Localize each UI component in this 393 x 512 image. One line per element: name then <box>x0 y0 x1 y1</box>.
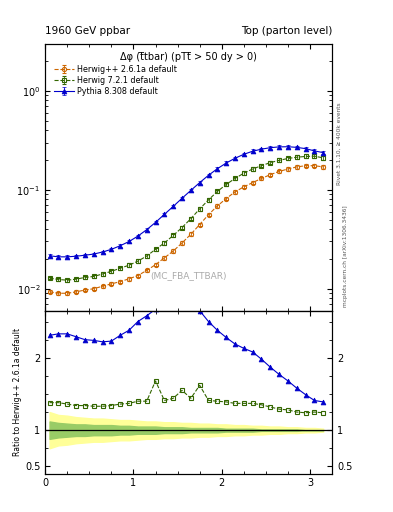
Text: Rivet 3.1.10, ≥ 400k events: Rivet 3.1.10, ≥ 400k events <box>337 102 342 185</box>
Text: 1960 GeV ppbar: 1960 GeV ppbar <box>45 26 130 36</box>
Text: Top (parton level): Top (parton level) <box>241 26 332 36</box>
Legend: Herwig++ 2.6.1a default, Herwig 7.2.1 default, Pythia 8.308 default: Herwig++ 2.6.1a default, Herwig 7.2.1 de… <box>52 63 178 98</box>
Text: mcplots.cern.ch [arXiv:1306.3436]: mcplots.cern.ch [arXiv:1306.3436] <box>343 205 349 307</box>
Text: (MC_FBA_TTBAR): (MC_FBA_TTBAR) <box>151 271 227 281</box>
Y-axis label: Ratio to Herwig++ 2.6.1a default: Ratio to Herwig++ 2.6.1a default <box>13 328 22 456</box>
Text: Δφ (t̅tbar) (pTt̅ > 50 dy > 0): Δφ (t̅tbar) (pTt̅ > 50 dy > 0) <box>120 52 257 61</box>
